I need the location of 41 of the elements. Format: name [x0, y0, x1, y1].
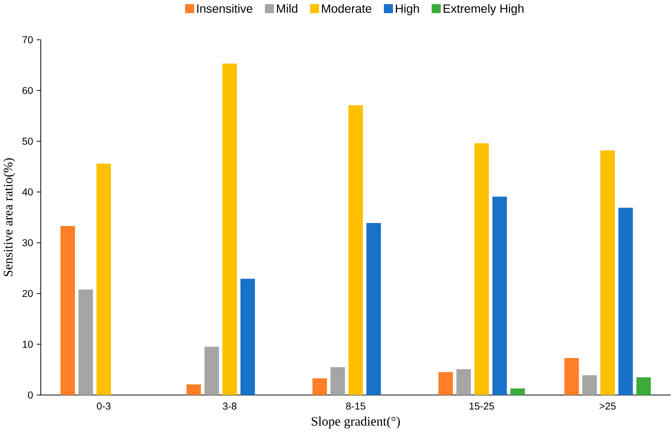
bar: [456, 369, 471, 396]
y-tick-label: 10: [22, 340, 33, 348]
bar: [60, 226, 75, 396]
x-tick-label: 0-3: [96, 402, 111, 410]
y-tick-label: 0: [28, 392, 33, 399]
y-tick-label: 60: [22, 87, 33, 94]
bar: [510, 388, 525, 396]
x-axis-title: Slope gradient(°): [312, 416, 400, 429]
bar: [438, 372, 453, 396]
bar: [96, 164, 111, 396]
bar: [492, 196, 507, 396]
x-tick-label: >25: [600, 402, 616, 410]
bar: [312, 378, 327, 396]
bar: [564, 358, 579, 396]
bar: [240, 278, 255, 396]
bar: [366, 223, 381, 396]
x-tick-label: 15-25: [470, 402, 494, 410]
bar: [186, 384, 201, 396]
bar: [78, 290, 93, 396]
bar: [636, 377, 651, 396]
bar: [204, 346, 219, 396]
x-tick-label: 3-8: [222, 402, 236, 410]
bar: [474, 143, 489, 396]
legend-label: Moderate: [322, 4, 372, 13]
bar: [582, 375, 597, 396]
bar: [618, 208, 633, 396]
legend-label: High: [396, 4, 419, 16]
legend-label: Mild: [276, 4, 298, 13]
legend-label: Extremely High: [444, 4, 524, 16]
bar: [348, 105, 363, 396]
y-tick-label: 40: [22, 188, 33, 196]
bar: [330, 367, 345, 396]
x-tick-label: 8-15: [346, 402, 366, 410]
y-tick-label: 20: [22, 290, 33, 298]
y-tick-label: 70: [22, 36, 33, 44]
legend-label: Insensitive: [197, 4, 252, 13]
bar: [600, 150, 615, 396]
y-axis-title: Sensitive area ratio(%): [3, 158, 16, 276]
y-tick-label: 30: [22, 239, 33, 246]
bar: [222, 64, 237, 396]
y-tick-label: 50: [22, 138, 33, 145]
